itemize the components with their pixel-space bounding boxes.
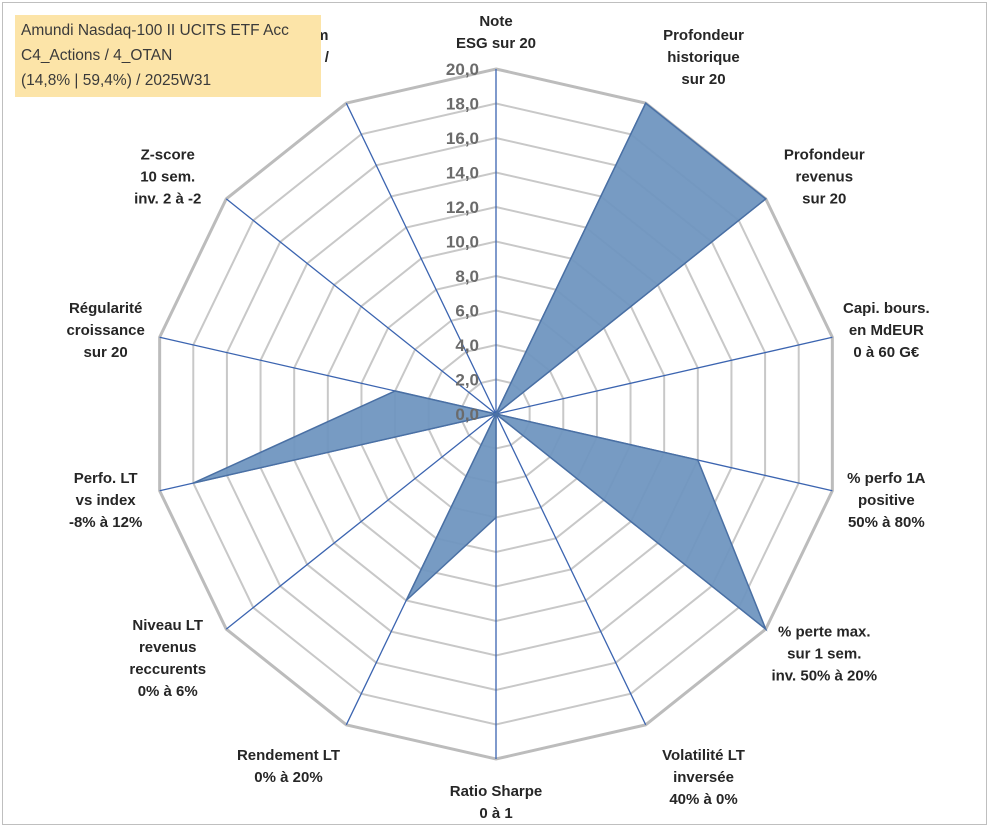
axis-labels: Note ESG sur 20 Profondeur historique sur 20… [66, 13, 929, 822]
axis-label-group: Rendement LT 0% à 20% [237, 747, 340, 786]
axis-label: 0% à 20% [254, 769, 322, 786]
axis-label-group: Z-score 10 sem. inv. 2 à -2 [134, 146, 201, 207]
axis-label-group: Profondeur revenus sur 20 [784, 146, 865, 207]
axis-spoke [225, 413, 497, 630]
tick-label: 4,0 [455, 336, 479, 355]
axis-label: Perfo. LT [74, 470, 138, 487]
tick-label: 10,0 [446, 233, 479, 252]
axis-label: Régularité [69, 300, 142, 317]
axis-label: Capi. bours. [843, 300, 930, 317]
axis-label: sur 1 sem. [787, 646, 861, 663]
axis-label-group: Profondeur historique sur 20 [663, 27, 744, 88]
axis-label: Ratio Sharpe [450, 783, 543, 800]
title-line-fund: Amundi Nasdaq-100 II UCITS ETF Acc [21, 22, 289, 39]
axis-label: 10 sem. [140, 168, 195, 185]
axis-spoke [345, 102, 497, 415]
radial-tick-labels: 0,0 2,0 4,0 6,0 8,0 10,0 12,0 14,0 16,0 18,0 20,0 [446, 60, 479, 424]
chart-title-box: Amundi Nasdaq-100 II UCITS ETF Acc C4_Ac… [15, 15, 321, 97]
axis-label: en MdEUR [849, 322, 924, 339]
axis-label: Profondeur [663, 27, 744, 44]
axis-label: 0 à 60 G€ [853, 344, 920, 361]
axis-label-group: % perte max. sur 1 sem. inv. 50% à 20% [771, 624, 877, 685]
axis-label-group: Volatilité LT inversée 40% à 0% [662, 747, 745, 808]
axis-label: % perfo 1A [847, 470, 926, 487]
tick-label: 20,0 [446, 60, 479, 79]
radar-chart: 0,02,04,06,08,010,012,014,016,018,020,0 … [66, 13, 929, 822]
axis-label-group: Perfo. LT vs index -8% à 12% [69, 470, 142, 531]
radar-series [192, 101, 768, 632]
tick-label: 0,0 [455, 405, 479, 424]
axis-label: % perte max. [778, 624, 871, 641]
axis-label: inv. 50% à 20% [771, 668, 877, 685]
axis-label-group: Ratio Sharpe 0 à 1 [450, 783, 543, 822]
axis-label: sur 20 [802, 190, 846, 207]
axis-label: historique [667, 49, 740, 66]
title-line-category: C4_Actions / 4_OTAN [21, 47, 173, 64]
axis-spoke [495, 336, 833, 415]
tick-label: 16,0 [446, 129, 479, 148]
axis-label: croissance [66, 322, 144, 339]
tick-label: 14,0 [446, 164, 479, 183]
axis-label-group: Capi. bours. en MdEUR 0 à 60 G€ [843, 300, 930, 361]
tick-label: 12,0 [446, 198, 479, 217]
axis-label: revenus [139, 639, 197, 656]
tick-label: 6,0 [455, 302, 479, 321]
axis-label: revenus [796, 168, 854, 185]
axis-label: 0 à 1 [479, 805, 512, 822]
axis-label: Profondeur [784, 146, 865, 163]
axis-label: inversée [673, 769, 734, 786]
axis-label-group: Note ESG sur 20 [456, 13, 536, 52]
axis-label: vs index [76, 492, 137, 509]
axis-label: positive [858, 492, 915, 509]
axis-spoke [225, 198, 497, 415]
axis-label: 40% à 0% [669, 791, 737, 808]
series-area [192, 101, 768, 632]
axis-label: reccurents [129, 661, 206, 678]
axis-label: 0% à 6% [138, 683, 198, 700]
axis-label-group: Niveau LT revenus reccurents 0% à 6% [129, 617, 206, 700]
tick-label: 8,0 [455, 267, 479, 286]
axis-label: sur 20 [681, 71, 725, 88]
axis-label: 50% à 80% [848, 514, 925, 531]
title-line-stats: (14,8% | 59,4%) / 2025W31 [21, 72, 212, 89]
axis-label: sur 20 [84, 344, 128, 361]
axis-label: Rendement LT [237, 747, 340, 764]
axis-label: Niveau LT [132, 617, 203, 634]
axis-label-group: % perfo 1A positive 50% à 80% [847, 470, 926, 531]
axis-label-group: Régularité croissance sur 20 [66, 300, 144, 361]
axis-label: -8% à 12% [69, 514, 142, 531]
tick-label: 18,0 [446, 95, 479, 114]
axis-label: Note [479, 13, 512, 30]
axis-label: Volatilité LT [662, 747, 745, 764]
axis-label: inv. 2 à -2 [134, 190, 201, 207]
axis-label: ESG sur 20 [456, 35, 536, 52]
axis-label: Z-score [141, 146, 195, 163]
tick-label: 2,0 [455, 371, 479, 390]
axis-spoke [495, 413, 647, 726]
